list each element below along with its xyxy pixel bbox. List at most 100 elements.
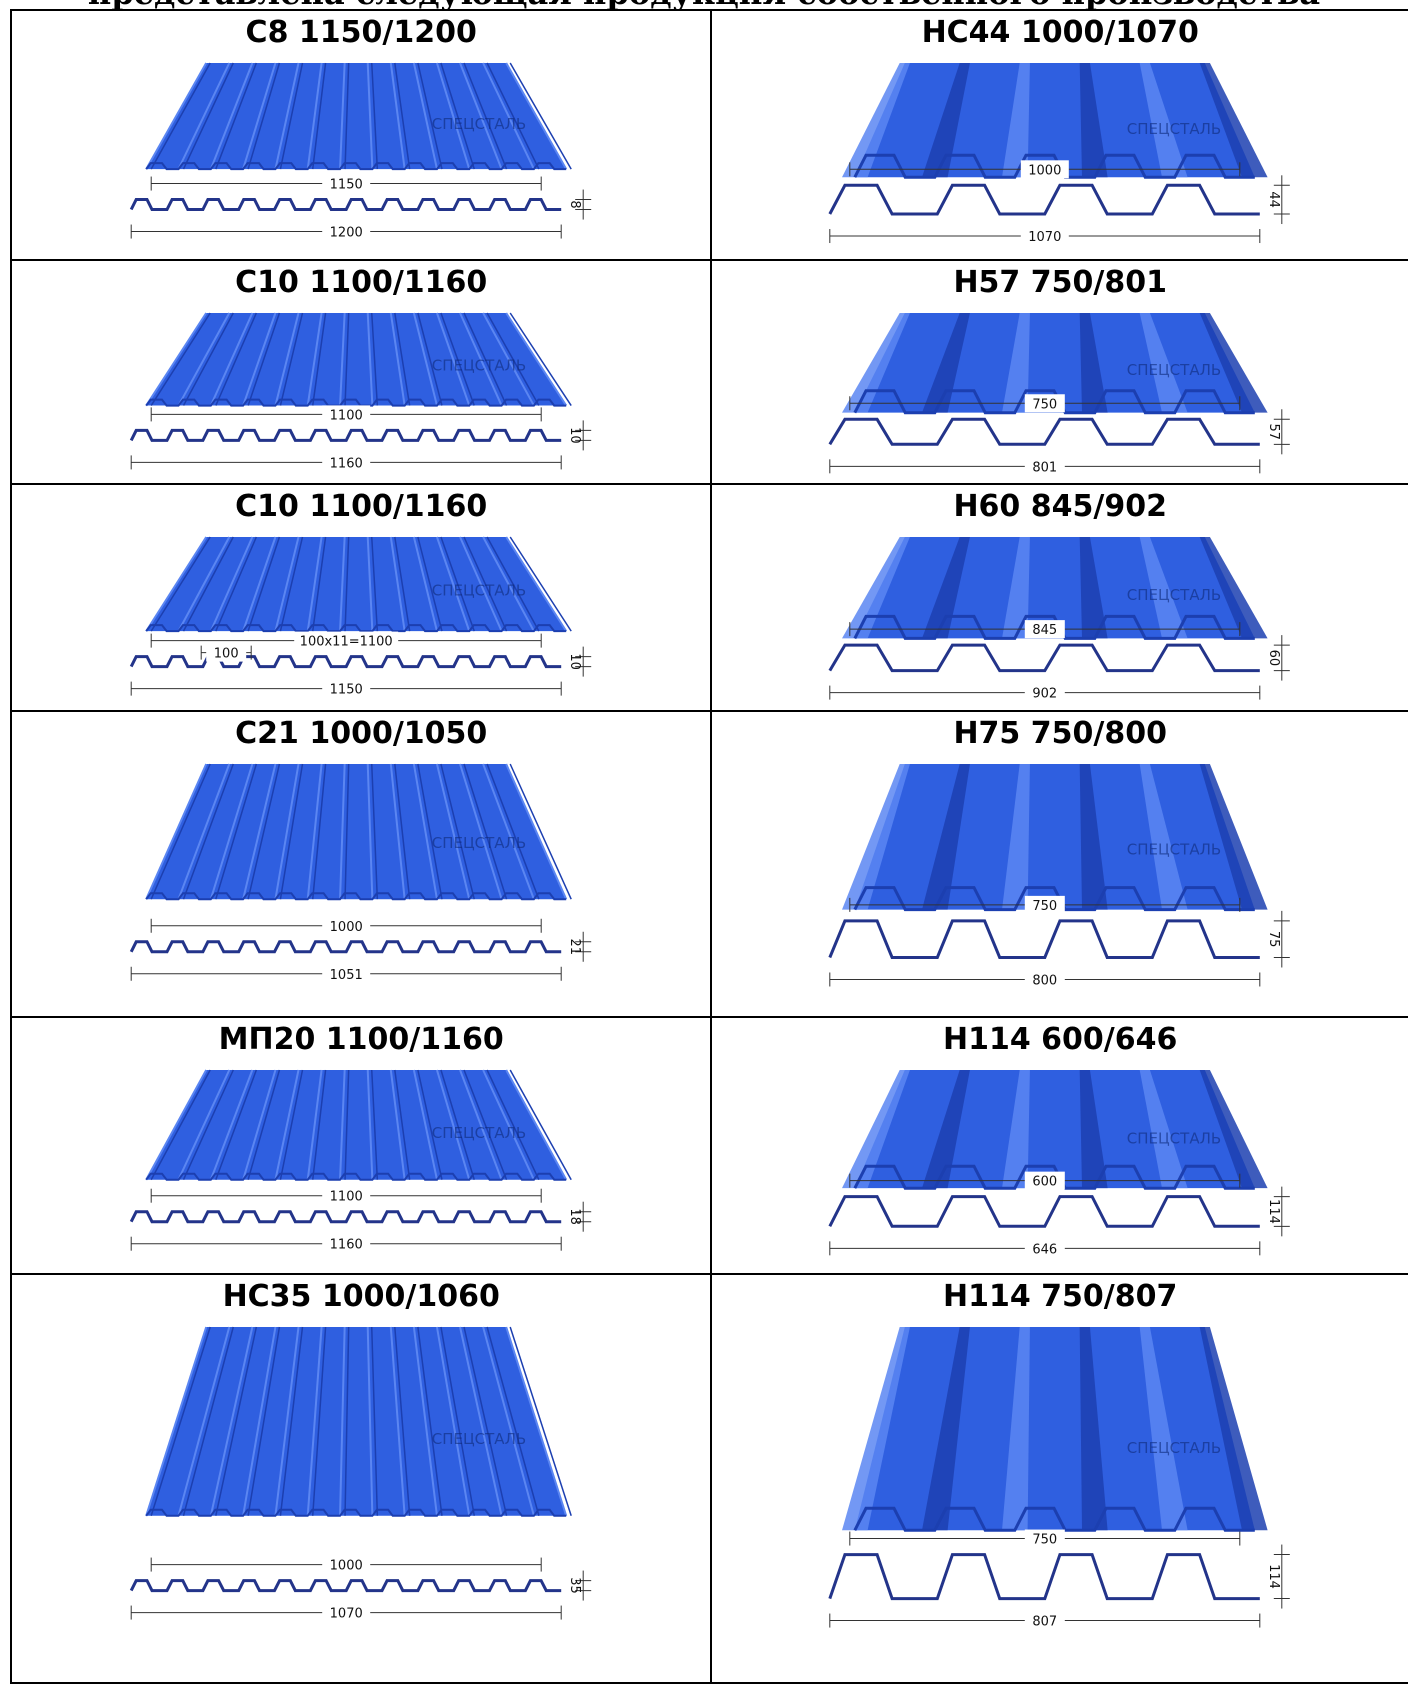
- height-dimension: 10: [567, 420, 592, 451]
- svg-text:114: 114: [1266, 1564, 1281, 1589]
- width-dimension-total: 1160: [130, 1234, 562, 1253]
- profile-section: [828, 1553, 1261, 1601]
- width-dimension-total: 1070: [130, 1603, 562, 1622]
- svg-text:57: 57: [1266, 424, 1281, 441]
- sheet-image: СПЕЦСТАЛЬ: [145, 62, 572, 171]
- product-title: Н114 600/646: [943, 1022, 1178, 1057]
- svg-text:1000: 1000: [330, 1559, 363, 1574]
- product-illustration: СПЕЦСТАЛЬ 750 807 114: [828, 1327, 1291, 1630]
- product-illustration: СПЕЦСТАЛЬ 1150 1200 8: [129, 62, 592, 241]
- header-strip: представлена следующая продукция собстве…: [0, 0, 1408, 10]
- sheet-image: СПЕЦСТАЛЬ: [145, 1326, 572, 1517]
- product-title: МП20 1100/1160: [218, 1022, 504, 1057]
- svg-text:1150: 1150: [330, 683, 363, 698]
- profile-section: [129, 198, 562, 211]
- svg-text:1160: 1160: [330, 1238, 363, 1253]
- product-title: Н57 750/801: [953, 265, 1167, 300]
- product-illustration: СПЕЦСТАЛЬ 1100 1160 18: [129, 1069, 592, 1253]
- svg-text:8: 8: [567, 200, 582, 208]
- svg-text:807: 807: [1033, 1615, 1058, 1630]
- product-title: С10 1100/1160: [235, 489, 488, 524]
- svg-text:100: 100: [214, 647, 239, 662]
- width-dimension-useful: 1000: [150, 1555, 542, 1574]
- profile-section: [129, 428, 562, 442]
- height-dimension: 75: [1266, 910, 1291, 968]
- product-illustration: СПЕЦСТАЛЬ 750 801 57: [828, 313, 1291, 476]
- svg-text:1000: 1000: [1029, 163, 1062, 178]
- product-cell: С10 1100/1160 СПЕЦСТАЛЬ 1100 1160 10: [9, 259, 713, 485]
- product-illustration: СПЕЦСТАЛЬ 845 902 60: [828, 537, 1291, 702]
- width-dimension-total: 646: [829, 1239, 1261, 1258]
- profile-section: [828, 183, 1261, 216]
- sheet-image: СПЕЦСТАЛЬ: [842, 63, 1268, 179]
- product-illustration: СПЕЦСТАЛЬ 1100 1160 10: [129, 312, 592, 472]
- product-row: С8 1150/1200 СПЕЦСТАЛЬ 1150 1200 8 НС44 1000/…: [9, 9, 1408, 261]
- svg-text:10: 10: [567, 427, 582, 444]
- svg-text:750: 750: [1033, 397, 1058, 412]
- product-illustration: СПЕЦСТАЛЬ 100х11=1100 1150 10 100: [129, 536, 592, 698]
- svg-text:1100: 1100: [330, 1190, 363, 1205]
- sheet-image: СПЕЦСТАЛЬ: [842, 313, 1268, 415]
- width-dimension-useful: 1100: [150, 1186, 542, 1205]
- profile-section: [129, 940, 562, 954]
- sheet-image: СПЕЦСТАЛЬ: [842, 537, 1268, 640]
- sheet-image: СПЕЦСТАЛЬ: [145, 1069, 572, 1181]
- product-cell: Н114 750/807 СПЕЦСТАЛЬ 750 807 114: [710, 1273, 1408, 1684]
- width-dimension-useful: 100х11=1100: [150, 631, 542, 650]
- svg-text:114: 114: [1266, 1199, 1281, 1224]
- watermark-text: СПЕЦСТАЛЬ: [432, 834, 526, 852]
- product-illustration: СПЕЦСТАЛЬ 1000 1070 44: [828, 63, 1291, 246]
- svg-text:1100: 1100: [330, 408, 363, 423]
- height-dimension: 57: [1266, 409, 1291, 455]
- height-dimension: 21: [567, 931, 592, 962]
- product-illustration: СПЕЦСТАЛЬ 1000 1070 35: [129, 1326, 592, 1622]
- width-dimension-total: 1160: [130, 453, 562, 472]
- watermark-text: СПЕЦСТАЛЬ: [1127, 840, 1221, 858]
- svg-text:60: 60: [1266, 650, 1281, 667]
- product-cell: НС35 1000/1060 СПЕЦСТАЛЬ 1000 1070 35: [9, 1273, 713, 1684]
- width-dimension-useful: 1000: [849, 160, 1241, 179]
- product-cell: Н57 750/801 СПЕЦСТАЛЬ 750 801 57: [710, 259, 1408, 485]
- width-dimension-useful: 845: [849, 620, 1241, 639]
- width-dimension-total: 1150: [130, 679, 562, 698]
- profile-section: [129, 655, 562, 669]
- product-table: С8 1150/1200 СПЕЦСТАЛЬ 1150 1200 8 НС44 1000/…: [9, 9, 1408, 1684]
- svg-text:600: 600: [1033, 1175, 1058, 1190]
- height-dimension: 18: [567, 1201, 592, 1232]
- product-title: С10 1100/1160: [235, 265, 488, 300]
- width-dimension-useful: 1150: [150, 174, 542, 193]
- width-dimension-total: 801: [829, 457, 1261, 476]
- product-cell: НС44 1000/1070 СПЕЦСТАЛЬ 1000 1070 44: [710, 9, 1408, 261]
- profile-section: [828, 417, 1261, 446]
- width-dimension-total: 807: [829, 1611, 1261, 1630]
- svg-text:750: 750: [1033, 1533, 1058, 1548]
- product-title: Н60 845/902: [953, 489, 1167, 524]
- watermark-text: СПЕЦСТАЛЬ: [1127, 361, 1221, 379]
- watermark-text: СПЕЦСТАЛЬ: [432, 581, 526, 599]
- svg-text:1051: 1051: [330, 968, 363, 983]
- watermark-text: СПЕЦСТАЛЬ: [1127, 120, 1221, 138]
- product-cell: Н114 600/646 СПЕЦСТАЛЬ 600 646 114: [710, 1016, 1408, 1275]
- svg-text:21: 21: [567, 938, 582, 955]
- svg-text:1070: 1070: [1029, 230, 1062, 245]
- svg-text:75: 75: [1266, 931, 1281, 948]
- width-dimension-useful: 750: [849, 895, 1241, 914]
- height-dimension: 10: [567, 646, 592, 677]
- width-dimension-useful: 750: [849, 394, 1241, 413]
- watermark-text: СПЕЦСТАЛЬ: [1127, 1439, 1221, 1457]
- svg-text:845: 845: [1033, 623, 1058, 638]
- sheet-image: СПЕЦСТАЛЬ: [145, 763, 572, 901]
- watermark-text: СПЕЦСТАЛЬ: [432, 356, 526, 374]
- height-dimension: 60: [1266, 635, 1291, 681]
- product-title: С21 1000/1050: [235, 716, 488, 751]
- page-heading: представлена следующая продукция собстве…: [0, 0, 1408, 10]
- product-illustration: СПЕЦСТАЛЬ 1000 1051 21: [129, 763, 592, 983]
- product-row: НС35 1000/1060 СПЕЦСТАЛЬ 1000 1070 35 Н114 75…: [9, 1273, 1408, 1684]
- svg-text:44: 44: [1266, 191, 1281, 208]
- width-dimension-useful: 1100: [150, 405, 542, 424]
- sheet-image: СПЕЦСТАЛЬ: [145, 536, 572, 633]
- profile-section: [828, 643, 1261, 673]
- product-title: С8 1150/1200: [245, 15, 477, 50]
- sheet-image: СПЕЦСТАЛЬ: [842, 1327, 1268, 1532]
- sheet-image: СПЕЦСТАЛЬ: [145, 312, 572, 407]
